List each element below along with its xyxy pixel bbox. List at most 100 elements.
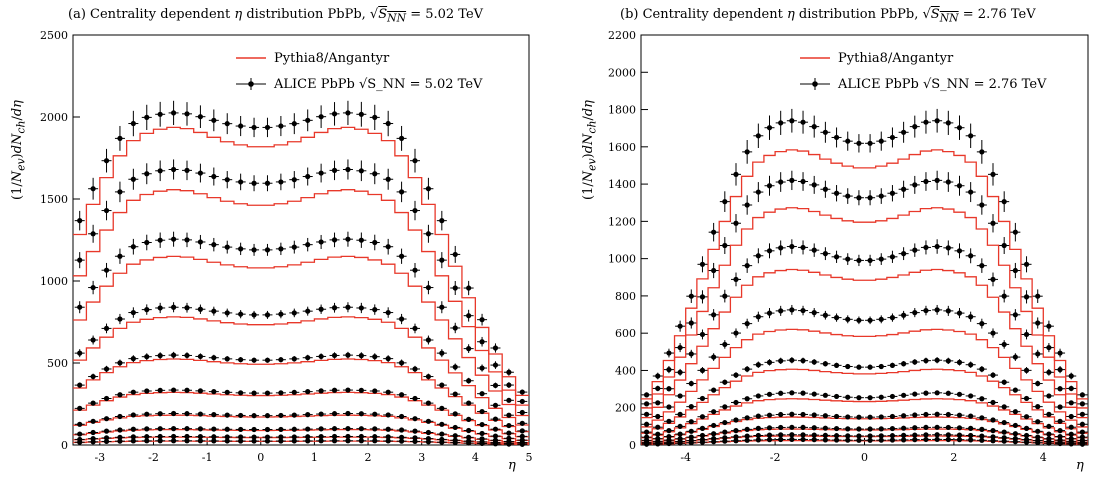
data-point xyxy=(492,441,499,447)
data-point xyxy=(345,433,351,440)
data-point xyxy=(968,413,974,419)
y-tick-label: 1400 xyxy=(608,178,636,191)
data-point xyxy=(956,183,963,189)
data-point xyxy=(211,434,217,440)
data-point xyxy=(144,354,150,360)
sim-histogram-series-8 xyxy=(73,428,529,444)
y-tick-label: 1800 xyxy=(608,104,636,117)
data-point xyxy=(358,438,364,444)
data-point xyxy=(789,390,795,396)
data-point xyxy=(1035,419,1041,425)
data-point xyxy=(1046,393,1052,399)
data-point xyxy=(889,134,896,141)
data-point xyxy=(103,207,110,214)
data-point xyxy=(479,365,485,371)
data-point xyxy=(666,433,672,440)
data-point xyxy=(733,428,739,434)
data-point xyxy=(711,229,717,235)
data-point xyxy=(358,111,364,117)
data-point xyxy=(278,246,284,252)
data-point xyxy=(889,315,896,321)
data-point xyxy=(345,236,351,242)
data-point xyxy=(117,427,123,433)
data-point xyxy=(923,390,929,396)
data-point xyxy=(385,412,391,418)
data-point xyxy=(856,140,862,146)
data-point xyxy=(923,307,929,314)
data-point xyxy=(722,429,728,435)
data-point xyxy=(666,367,672,373)
data-point xyxy=(845,256,851,262)
data-point xyxy=(833,425,840,432)
x-tick-label: 0 xyxy=(861,451,868,464)
data-point xyxy=(733,399,739,406)
data-point xyxy=(398,189,405,195)
data-point xyxy=(398,135,405,141)
data-point xyxy=(901,413,907,419)
data-point xyxy=(755,393,761,399)
data-point xyxy=(130,356,136,362)
data-point xyxy=(1046,431,1052,437)
data-point xyxy=(358,305,364,311)
data-point xyxy=(345,410,351,417)
data-point xyxy=(699,331,706,338)
data-point xyxy=(345,438,351,444)
data-point xyxy=(766,437,773,443)
data-point xyxy=(755,413,761,419)
data-point xyxy=(856,395,862,401)
data-point xyxy=(318,438,324,444)
data-point xyxy=(1079,392,1086,398)
data-point xyxy=(1035,428,1041,434)
data-point xyxy=(90,429,96,436)
chart-b-canvas: 0 200 400 600 800 1000 1200 1400 1600 1800 2000 220… xyxy=(608,29,1089,464)
data-point xyxy=(1046,344,1052,351)
data-point xyxy=(878,437,884,443)
data-point xyxy=(412,207,418,214)
data-point xyxy=(224,438,230,444)
data-point xyxy=(711,354,717,360)
data-point xyxy=(291,121,297,127)
data-point xyxy=(466,427,472,434)
data-point xyxy=(412,428,418,434)
data-point xyxy=(901,251,907,257)
data-point xyxy=(103,438,110,445)
data-point xyxy=(291,426,297,432)
data-point xyxy=(466,434,472,440)
sim-histogram-series-2 xyxy=(73,189,529,406)
data-point xyxy=(655,441,661,447)
data-point xyxy=(901,186,907,192)
data-point xyxy=(945,179,951,185)
data-point xyxy=(956,412,963,418)
data-point xyxy=(912,310,918,316)
data-point xyxy=(901,129,907,135)
data-point xyxy=(1079,441,1086,447)
data-point xyxy=(867,433,873,439)
data-point xyxy=(1068,424,1074,430)
data-point xyxy=(912,432,918,438)
data-point xyxy=(655,373,661,379)
data-point xyxy=(755,362,761,368)
data-point xyxy=(211,173,217,180)
data-point xyxy=(755,189,761,195)
data-point xyxy=(170,166,177,173)
data-point xyxy=(425,284,432,291)
data-point xyxy=(699,261,706,267)
data-point xyxy=(144,114,150,120)
data-point xyxy=(901,361,907,367)
data-point xyxy=(867,395,873,401)
data-point xyxy=(744,433,750,439)
data-point xyxy=(130,434,136,440)
plot-frame xyxy=(640,34,1089,446)
data-point xyxy=(822,392,828,398)
data-point xyxy=(305,242,311,248)
chart-panel-b: (b) Centrality dependent η distribution … xyxy=(548,0,1097,484)
data-point xyxy=(412,416,418,422)
data-point xyxy=(722,379,728,385)
data-point xyxy=(845,363,851,370)
data-point xyxy=(157,387,163,393)
data-point xyxy=(688,404,694,410)
data-point xyxy=(264,413,271,419)
data-point xyxy=(800,358,806,364)
data-point xyxy=(211,355,217,361)
data-point xyxy=(1001,404,1007,410)
